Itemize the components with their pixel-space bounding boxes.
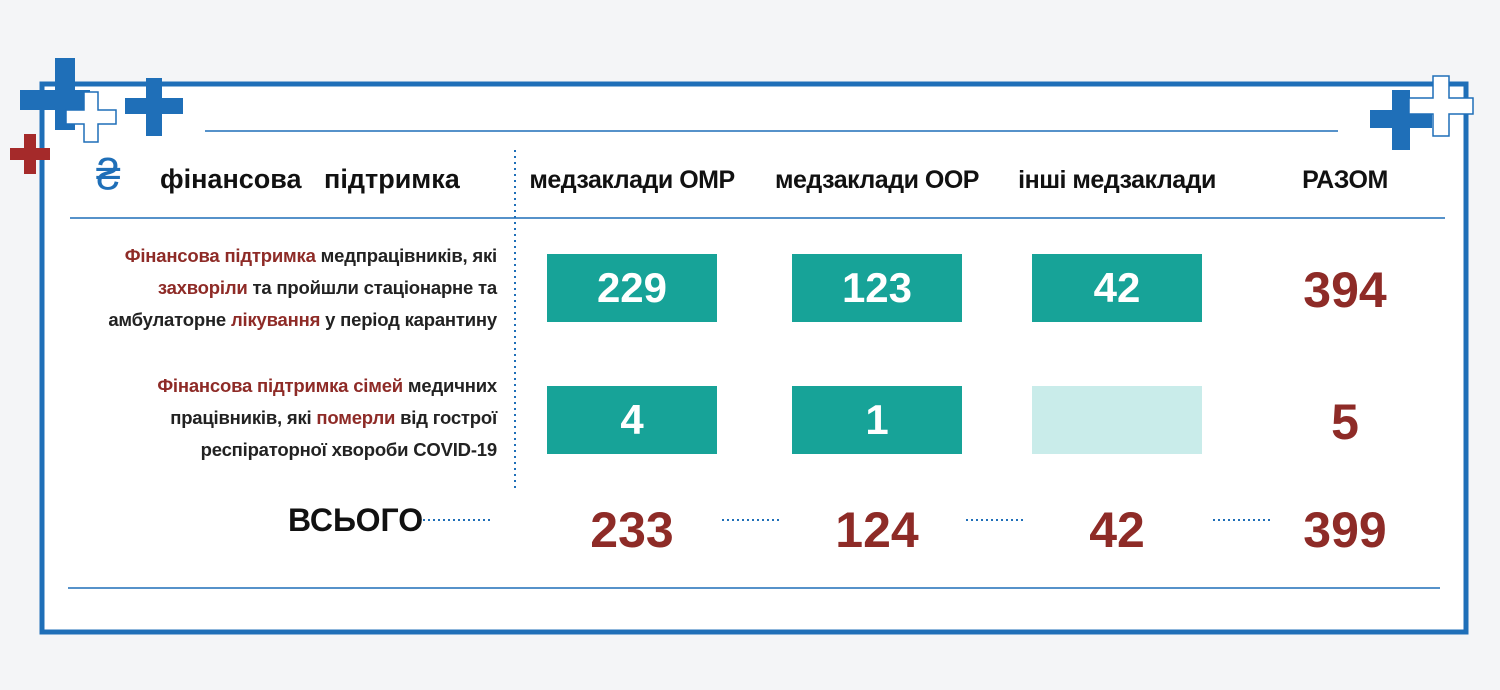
cell-value: 229 <box>596 264 668 311</box>
label-line: респіраторної хвороби COVID-19 <box>157 434 498 466</box>
row-label: Фінансова підтримка сімей медичних праців… <box>157 370 497 466</box>
currency-icon: ₴ <box>96 150 121 199</box>
label-line: Фінансова підтримка медпрацівників, які <box>108 240 497 272</box>
column-header: медзаклади ООР <box>775 166 979 194</box>
label-text: від гострої <box>395 407 497 428</box>
value-cell <box>1032 386 1202 454</box>
value-cell: 42 <box>1032 254 1202 322</box>
value-cell: 4 <box>547 386 717 454</box>
summary-value: 124 <box>835 502 919 558</box>
row-total: 5 <box>1331 394 1359 450</box>
label-text: медпрацівників, які <box>315 245 498 266</box>
column-header: інші медзаклади <box>1018 166 1216 194</box>
summary-total: 399 <box>1303 502 1387 558</box>
value-cell: 1 <box>792 386 962 454</box>
label-text: лікування <box>230 309 321 330</box>
header-title: фінансова підтримка <box>160 164 460 194</box>
row-label: Фінансова підтримка медпрацівників, які з… <box>108 240 497 336</box>
label-text: у період карантину <box>320 309 497 330</box>
label-text: Фінансова підтримка <box>124 245 316 266</box>
value-cell: 123 <box>792 254 962 322</box>
label-text: померли <box>316 407 396 428</box>
label-line: працівників, які померли від гострої <box>157 402 497 434</box>
cell-value: 1 <box>865 396 889 443</box>
summary-label: ВСЬОГО <box>288 502 424 538</box>
column-header: РАЗОМ <box>1302 166 1388 194</box>
cell-value: 42 <box>1093 264 1141 311</box>
label-text: Фінансова підтримка сімей <box>157 375 403 396</box>
label-text: захворіли <box>157 277 248 298</box>
summary-value: 233 <box>590 502 674 558</box>
cell-value: 123 <box>841 264 913 311</box>
value-cell: 229 <box>547 254 717 322</box>
row-total: 394 <box>1303 262 1387 318</box>
label-text: респіраторної хвороби COVID-19 <box>200 439 498 460</box>
label-line: захворіли та пройшли стаціонарне та <box>108 272 497 304</box>
label-text: та пройшли стаціонарне та <box>247 277 498 298</box>
summary-value: 42 <box>1089 502 1145 558</box>
label-text: медичних <box>402 375 497 396</box>
label-line: амбулаторне лікування у період карантину <box>108 304 497 336</box>
column-header: медзаклади ОМР <box>529 166 735 194</box>
label-line: Фінансова підтримка сімей медичних <box>157 370 497 402</box>
cell-value: 4 <box>620 396 644 443</box>
label-text: працівників, які <box>170 407 317 428</box>
label-text: амбулаторне <box>108 309 231 330</box>
